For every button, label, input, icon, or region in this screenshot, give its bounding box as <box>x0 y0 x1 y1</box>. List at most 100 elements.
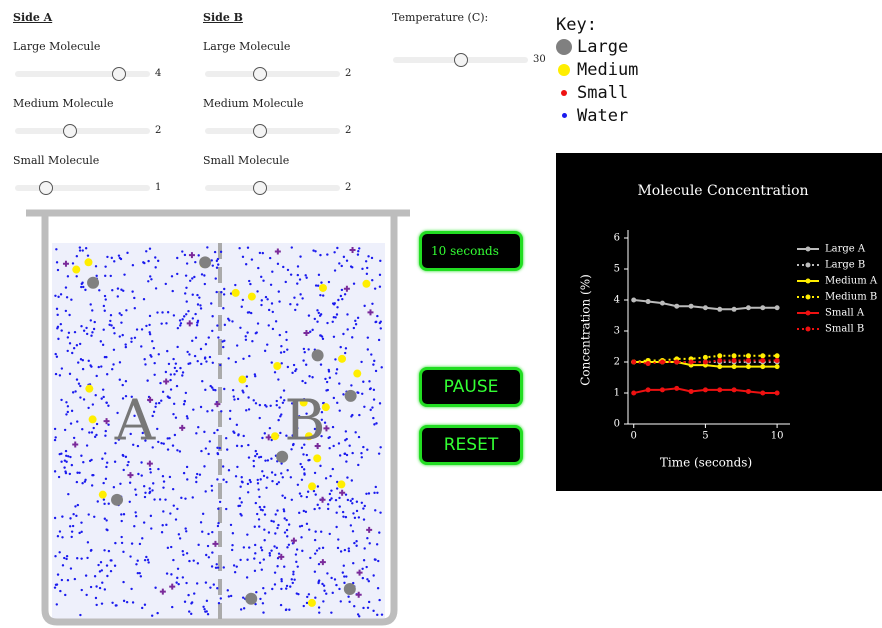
water-particle <box>90 550 92 552</box>
water-particle <box>58 551 60 553</box>
water-particle <box>68 332 70 334</box>
water-particle <box>355 323 357 325</box>
water-particle <box>333 251 335 253</box>
water-particle <box>108 550 110 552</box>
water-particle <box>156 311 158 313</box>
y-tick-label: 6 <box>614 233 620 244</box>
water-particle <box>329 533 331 535</box>
water-particle <box>150 527 152 529</box>
water-particle <box>216 267 218 269</box>
water-particle <box>362 507 364 509</box>
water-particle <box>65 472 67 474</box>
water-particle <box>108 324 110 326</box>
water-particle <box>95 434 97 436</box>
water-particle <box>79 343 81 345</box>
water-particle <box>69 342 71 344</box>
reset-button[interactable]: RESET <box>419 425 523 465</box>
water-particle <box>346 260 348 262</box>
water-particle <box>276 400 278 402</box>
water-particle <box>319 294 321 296</box>
water-particle <box>208 556 210 558</box>
water-particle <box>58 476 60 478</box>
water-particle <box>120 536 122 538</box>
water-particle <box>211 315 213 317</box>
water-particle <box>336 368 338 370</box>
y-axis-title: Concentration (%) <box>579 274 593 386</box>
water-particle <box>82 249 84 251</box>
water-particle <box>279 334 281 336</box>
water-particle <box>103 503 105 505</box>
water-particle <box>123 513 125 515</box>
water-particle <box>90 319 92 321</box>
water-particle <box>176 273 178 275</box>
water-particle <box>200 307 202 309</box>
water-particle <box>236 445 238 447</box>
water-particle <box>257 482 259 484</box>
water-particle <box>265 296 267 298</box>
water-particle <box>330 577 332 579</box>
water-particle <box>351 336 353 338</box>
water-particle <box>105 478 107 480</box>
water-particle <box>281 362 283 364</box>
water-particle <box>140 575 142 577</box>
water-particle <box>60 453 62 455</box>
water-particle <box>361 502 363 504</box>
water-particle <box>241 481 243 483</box>
water-particle <box>256 290 258 292</box>
series-point <box>660 387 665 392</box>
water-particle <box>286 529 288 531</box>
water-particle <box>261 569 263 571</box>
water-particle <box>67 350 69 352</box>
water-particle <box>127 461 129 463</box>
series-point <box>646 387 651 392</box>
water-particle <box>351 498 353 500</box>
series-point <box>760 353 765 358</box>
water-particle <box>200 363 202 365</box>
water-particle <box>227 589 229 591</box>
water-particle <box>197 360 199 362</box>
water-particle <box>332 445 334 447</box>
water-particle <box>117 287 119 289</box>
water-particle <box>288 544 290 546</box>
water-particle <box>337 547 339 549</box>
water-particle <box>204 389 206 391</box>
water-particle <box>366 273 368 275</box>
water-particle <box>284 531 286 533</box>
water-particle <box>129 482 131 484</box>
pause-button[interactable]: PAUSE <box>419 367 523 407</box>
water-particle <box>334 358 336 360</box>
water-particle <box>358 247 360 249</box>
water-particle <box>232 389 234 391</box>
water-particle <box>306 454 308 456</box>
water-particle <box>248 456 250 458</box>
water-particle <box>366 578 368 580</box>
water-particle <box>199 304 201 306</box>
water-particle <box>60 293 62 295</box>
water-particle <box>357 392 359 394</box>
water-particle <box>85 594 87 596</box>
water-particle <box>210 302 212 304</box>
water-particle <box>74 331 76 333</box>
water-particle <box>100 365 102 367</box>
water-particle <box>196 473 198 475</box>
water-particle <box>104 310 106 312</box>
water-particle <box>373 360 375 362</box>
water-particle <box>96 423 98 425</box>
water-particle <box>110 314 112 316</box>
water-particle <box>111 602 113 604</box>
water-particle <box>123 273 125 275</box>
water-particle <box>222 346 224 348</box>
water-particle <box>192 496 194 498</box>
medium-particle <box>308 599 316 607</box>
water-particle <box>162 486 164 488</box>
water-particle <box>326 381 328 383</box>
water-particle <box>206 410 208 412</box>
series-point <box>703 305 708 310</box>
water-particle <box>288 609 290 611</box>
water-particle <box>144 492 146 494</box>
water-particle <box>350 384 352 386</box>
water-particle <box>345 347 347 349</box>
series-point <box>689 389 694 394</box>
medium-particle <box>248 293 256 301</box>
water-particle <box>335 584 337 586</box>
